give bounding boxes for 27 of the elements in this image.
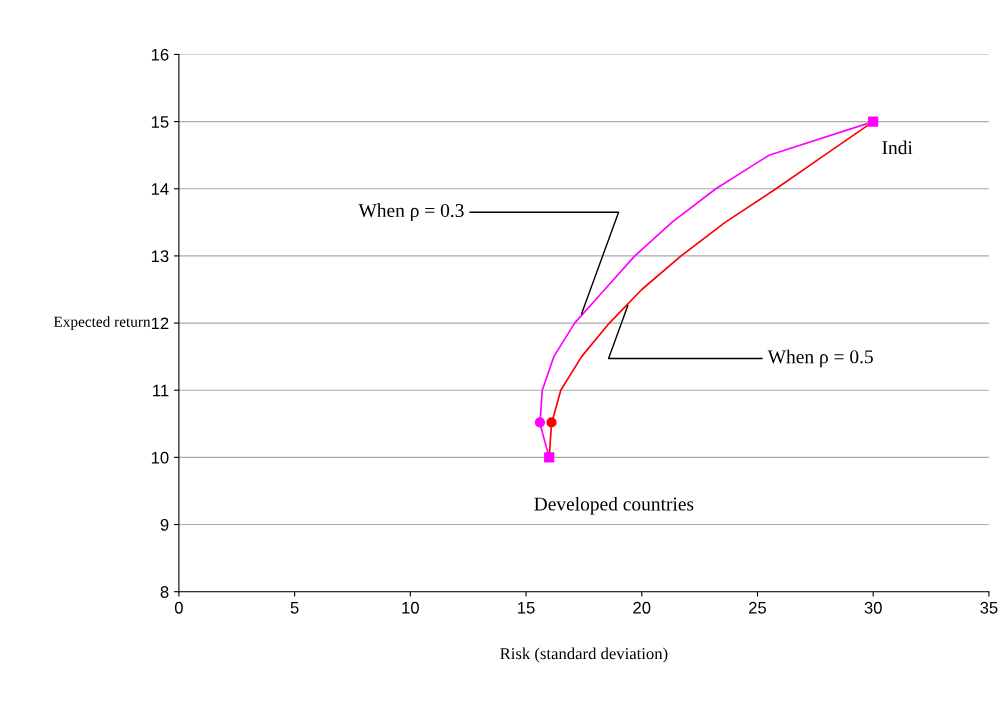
annotation: When ρ = 0.5	[767, 349, 873, 368]
annotation: When ρ = 0.3	[358, 203, 464, 221]
point	[868, 116, 879, 127]
x-tick-label: 5	[290, 602, 299, 614]
y-tick-label: 10	[151, 451, 169, 464]
x-tick-label: 35	[980, 601, 998, 614]
y-tick-label: 13	[151, 250, 169, 263]
y-tick-label: 15	[151, 116, 169, 128]
point	[546, 417, 557, 428]
y-tick-label: 14	[151, 183, 169, 195]
x-tick-label: 0	[174, 601, 183, 614]
x-tick-label: 25	[749, 601, 767, 614]
x-tick-label: 10	[402, 601, 419, 614]
point	[544, 452, 555, 463]
y-tick-label: 16	[151, 48, 169, 61]
y-axis-title: Expected return	[53, 316, 151, 330]
y-tick-label: 9	[160, 518, 169, 531]
y-tick-label: 8	[160, 586, 169, 598]
point	[534, 417, 546, 428]
annotation: Developed countries	[534, 496, 694, 515]
y-tick-label: 12	[151, 317, 169, 330]
x-tick-label: 20	[633, 601, 651, 614]
y-tick-label: 11	[153, 384, 169, 397]
x-axis-title: Risk (standard deviation)	[500, 647, 668, 663]
x-tick-label: 30	[864, 601, 882, 614]
x-tick-label: 15	[518, 602, 535, 614]
annotation: Indi	[882, 140, 913, 155]
